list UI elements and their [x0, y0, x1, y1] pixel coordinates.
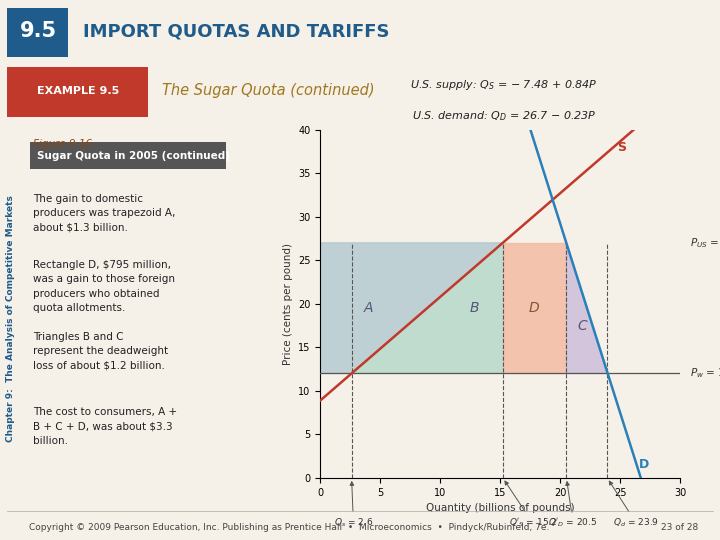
Text: 9.5: 9.5	[19, 21, 57, 41]
Bar	[30, 142, 226, 170]
Polygon shape	[503, 243, 567, 374]
Text: 23 of 28: 23 of 28	[661, 523, 698, 532]
Text: Sugar Quota in 2005 (continued): Sugar Quota in 2005 (continued)	[37, 151, 230, 161]
Text: $P_{US}$ = 27: $P_{US}$ = 27	[690, 236, 720, 249]
Text: $P_w$ = 12: $P_w$ = 12	[690, 367, 720, 380]
Text: D: D	[639, 458, 649, 471]
Text: Figure 9.16: Figure 9.16	[33, 139, 92, 149]
Text: S: S	[617, 140, 626, 153]
Text: Copyright © 2009 Pearson Education, Inc. Publishing as Prentice Hall  •  Microec: Copyright © 2009 Pearson Education, Inc.…	[29, 523, 549, 532]
Bar	[7, 8, 68, 57]
Polygon shape	[320, 243, 503, 374]
Text: IMPORT QUOTAS AND TARIFFS: IMPORT QUOTAS AND TARIFFS	[83, 22, 390, 40]
Polygon shape	[351, 243, 503, 374]
X-axis label: Quantity (billions of pounds): Quantity (billions of pounds)	[426, 503, 575, 513]
Text: The gain to domestic
producers was trapezoid A,
about $1.3 billion.: The gain to domestic producers was trape…	[33, 194, 176, 233]
Y-axis label: Price (cents per pound): Price (cents per pound)	[283, 243, 292, 364]
Text: D: D	[528, 301, 539, 315]
Bar	[7, 67, 148, 117]
Text: B: B	[469, 301, 479, 315]
Polygon shape	[567, 243, 607, 374]
Text: Chapter 9:  The Analysis of Competitive Markets: Chapter 9: The Analysis of Competitive M…	[6, 195, 14, 442]
Text: Rectangle D, $795 million,
was a gain to those foreign
producers who obtained
qu: Rectangle D, $795 million, was a gain to…	[33, 260, 175, 313]
Text: Triangles B and C
represent the deadweight
loss of about $1.2 billion.: Triangles B and C represent the deadweig…	[33, 332, 168, 370]
Text: $Q'_D$ = 20.5: $Q'_D$ = 20.5	[549, 482, 598, 529]
Text: The cost to consumers, A +
B + C + D, was about $3.3
billion.: The cost to consumers, A + B + C + D, wa…	[33, 407, 177, 446]
Text: $Q_d$ = 23.9: $Q_d$ = 23.9	[609, 481, 660, 529]
Text: U.S. supply: $Q_S$ = $-$ 7.48 + 0.84$P$: U.S. supply: $Q_S$ = $-$ 7.48 + 0.84$P$	[410, 78, 598, 92]
Text: The Sugar Quota (continued): The Sugar Quota (continued)	[162, 83, 374, 98]
Text: EXAMPLE 9.5: EXAMPLE 9.5	[37, 86, 119, 96]
Text: C: C	[577, 319, 587, 333]
Text: $Q_s$ = 2.6: $Q_s$ = 2.6	[333, 482, 373, 529]
Text: A: A	[364, 301, 373, 315]
Text: $Q'_S$ = 15.2: $Q'_S$ = 15.2	[505, 481, 557, 529]
Text: U.S. demand: $Q_D$ = 26.7 $-$ 0.23$P$: U.S. demand: $Q_D$ = 26.7 $-$ 0.23$P$	[412, 110, 596, 124]
